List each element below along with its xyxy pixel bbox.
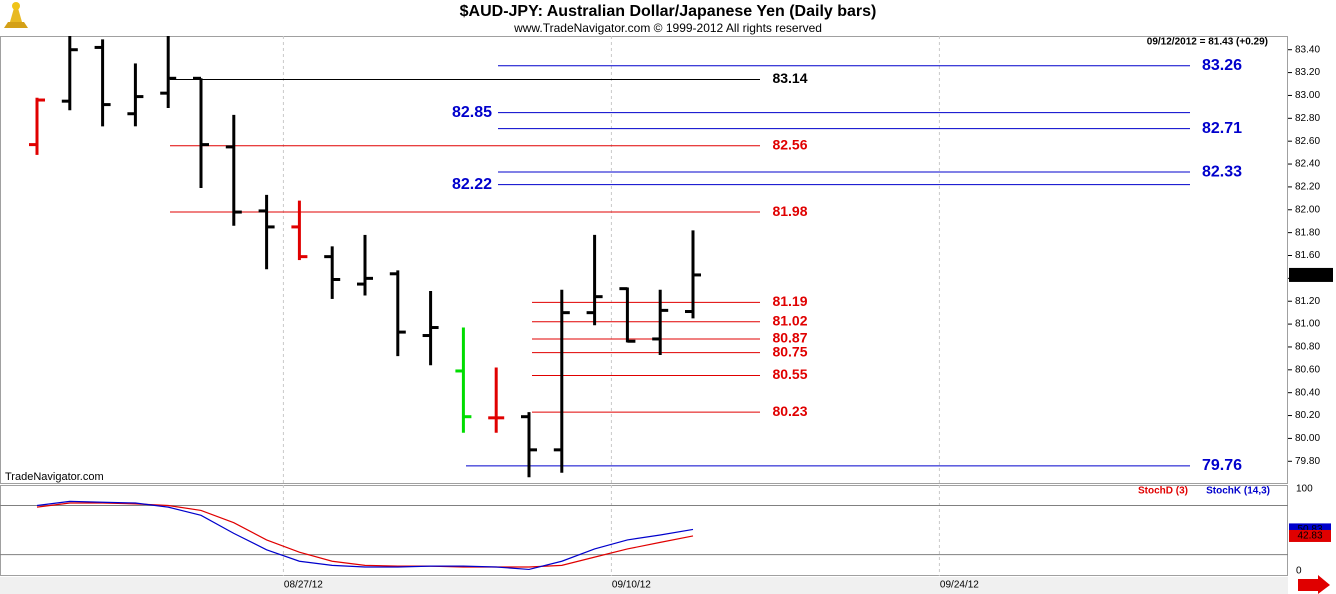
level-label: 83.26 — [1202, 57, 1242, 74]
level-label: 82.71 — [1202, 120, 1242, 137]
y-tick-label: 81.00 — [1295, 319, 1320, 330]
y-tick-label: 80.40 — [1295, 387, 1320, 398]
y-tick-label: 81.60 — [1295, 250, 1320, 261]
y-tick-label: 80.60 — [1295, 364, 1320, 375]
scroll-arrow[interactable] — [1298, 575, 1330, 594]
value-label: 50.83 — [1297, 524, 1322, 535]
y-tick-label: 80.80 — [1295, 342, 1320, 353]
y-tick-label: 81.80 — [1295, 227, 1320, 238]
value-label: 42.83 — [1297, 531, 1322, 542]
level-label: 81.98 — [772, 203, 807, 219]
level-label: 80.23 — [772, 403, 807, 419]
x-tick-label: 08/27/12 — [284, 580, 323, 591]
y-tick-label: 83.40 — [1295, 44, 1320, 55]
level-label: 81.19 — [772, 293, 807, 309]
y-tick-label: 0 — [1296, 566, 1302, 577]
level-label: 80.87 — [772, 330, 807, 346]
y-tick-label: 82.00 — [1295, 204, 1320, 215]
y-tick-label: 83.00 — [1295, 90, 1320, 101]
y-tick-label: 80.20 — [1295, 410, 1320, 421]
last-price: 81.43 — [1298, 270, 1323, 281]
level-label: 82.33 — [1202, 163, 1242, 180]
y-tick-label: 82.40 — [1295, 159, 1320, 170]
price-panel — [0, 36, 1288, 484]
y-tick-label: 82.20 — [1295, 182, 1320, 193]
logo — [4, 2, 28, 28]
y-tick-label: 79.80 — [1295, 456, 1320, 467]
y-tick-label: 82.60 — [1295, 136, 1320, 147]
last-price-box — [1289, 267, 1333, 282]
level-label: 82.22 — [452, 176, 492, 193]
level-label: 81.02 — [772, 313, 807, 329]
stoch-line — [36, 500, 694, 571]
y-tick-label: 80.00 — [1295, 433, 1320, 444]
price-info: 09/12/2012 = 81.43 (+0.29) — [1147, 37, 1268, 48]
level-label: 82.56 — [772, 136, 807, 152]
level-label: 83.14 — [772, 70, 807, 86]
y-tick-label: 82.80 — [1295, 113, 1320, 124]
x-tick-label: 09/10/12 — [612, 580, 651, 591]
level-label: 82.85 — [452, 104, 492, 121]
x-tick-label: 09/24/12 — [940, 580, 979, 591]
watermark: TradeNavigator.com — [5, 471, 104, 483]
y-tick-label: 81.20 — [1295, 296, 1320, 307]
legend-label: StochK (14,3) — [1206, 486, 1270, 497]
date-axis — [0, 577, 1288, 594]
level-label: 80.55 — [772, 366, 807, 382]
y-tick-label: 100 — [1296, 484, 1313, 495]
level-label: 80.75 — [772, 343, 807, 359]
chart-subtitle: www.TradeNavigator.com © 1999-2012 All r… — [513, 21, 822, 35]
level-label: 79.76 — [1202, 457, 1242, 474]
stoch-panel — [0, 485, 1288, 576]
legend-label: StochD (3) — [1138, 486, 1188, 497]
chart-title: $AUD-JPY: Australian Dollar/Japanese Yen… — [460, 3, 877, 20]
value-box — [1289, 529, 1331, 542]
y-tick-label: 83.20 — [1295, 67, 1320, 78]
